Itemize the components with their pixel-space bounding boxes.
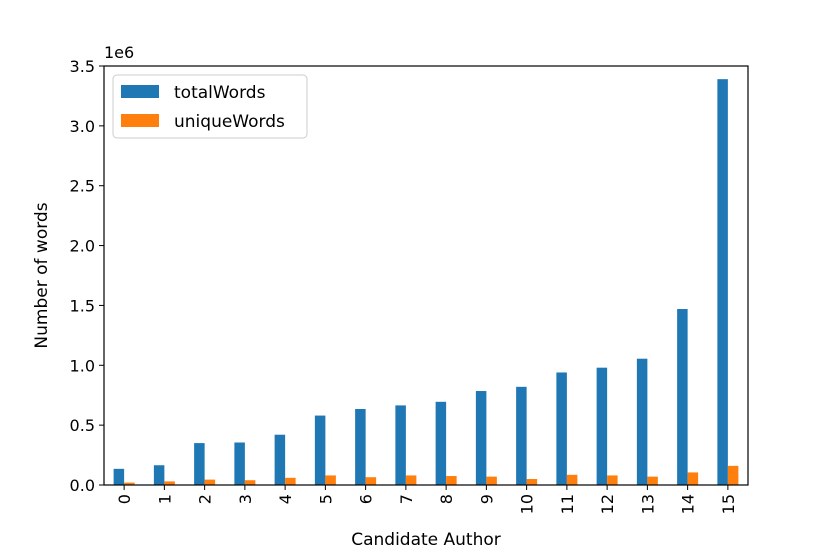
bar-totalwords-7 (395, 405, 406, 485)
bar-uniquewords-9 (486, 476, 497, 485)
bar-uniquewords-0 (124, 482, 135, 485)
bar-uniquewords-7 (405, 475, 417, 485)
x-tick-label-14: 14 (679, 494, 698, 514)
bar-totalwords-15 (717, 79, 728, 485)
bar-totalwords-0 (113, 468, 125, 485)
bar-uniquewords-13 (647, 476, 658, 485)
x-tick-label-10: 10 (518, 494, 537, 514)
x-tick-label-7: 7 (397, 494, 416, 504)
y-tick-label-0.0: 0.0 (70, 476, 95, 495)
bar-uniquewords-5 (325, 475, 336, 485)
y-tick-label-0.5: 0.5 (70, 416, 95, 435)
bar-uniquewords-2 (204, 479, 216, 485)
bar-totalwords-11 (556, 372, 567, 485)
legend-label-uniquewords: uniqueWords (174, 112, 285, 132)
x-tick-label-2: 2 (196, 494, 215, 504)
bar-uniquewords-8 (446, 476, 457, 485)
bar-uniquewords-11 (566, 474, 578, 485)
bar-totalwords-3 (234, 442, 245, 485)
x-tick-label-5: 5 (316, 494, 335, 504)
bar-totalwords-5 (314, 415, 326, 485)
y-tick-label-1.0: 1.0 (70, 356, 95, 375)
x-tick-label-3: 3 (236, 494, 255, 504)
legend-label-totalwords: totalWords (174, 83, 266, 103)
y-axis-label: Number of words (32, 202, 52, 348)
bar-totalwords-6 (355, 408, 366, 485)
x-tick-label-12: 12 (598, 494, 617, 514)
bar-uniquewords-3 (244, 480, 256, 485)
legend-box (112, 74, 308, 139)
bar-uniquewords-10 (526, 479, 538, 485)
bar-uniquewords-15 (727, 465, 739, 485)
x-tick-label-6: 6 (357, 494, 376, 504)
bar-totalwords-4 (274, 434, 286, 485)
x-tick-label-4: 4 (276, 494, 295, 504)
legend: totalWords uniqueWords (112, 74, 308, 139)
bar-uniquewords-4 (285, 477, 296, 485)
bar-totalwords-2 (194, 443, 205, 485)
y-tick-label-3.5: 3.5 (70, 57, 95, 76)
bar-totalwords-9 (475, 391, 487, 485)
bar-totalwords-14 (677, 309, 688, 485)
bar-totalwords-12 (596, 367, 608, 485)
legend-swatch-uniquewords (121, 114, 159, 127)
bar-uniquewords-6 (365, 477, 377, 485)
y-tick-label-3.0: 3.0 (70, 117, 95, 136)
y-axis: 0.0 0.5 1.0 1.5 2.0 2.5 3.0 3.5 (70, 57, 104, 495)
bar-uniquewords-12 (607, 475, 618, 485)
y-tick-label-2.5: 2.5 (70, 177, 95, 196)
bar-totalwords-8 (435, 401, 447, 485)
legend-swatch-totalwords (121, 85, 159, 98)
x-tick-label-0: 0 (115, 494, 134, 504)
x-tick-label-13: 13 (638, 494, 657, 514)
bar-uniquewords-1 (164, 481, 175, 485)
bar-totalwords-10 (516, 386, 527, 485)
x-tick-label-15: 15 (719, 494, 738, 514)
x-tick-label-9: 9 (477, 494, 496, 504)
x-tick-label-1: 1 (155, 494, 174, 504)
y-tick-label-2.0: 2.0 (70, 237, 95, 256)
x-tick-label-8: 8 (437, 494, 456, 504)
bar-uniquewords-14 (687, 472, 699, 485)
plot-frame (103, 65, 749, 486)
bar-totalwords-13 (636, 358, 648, 485)
y-offset-label: 1e6 (104, 43, 134, 62)
x-axis: 0 1 2 3 4 5 6 7 8 9 10 11 12 13 14 15 (115, 485, 738, 514)
x-tick-label-11: 11 (558, 494, 577, 514)
y-tick-label-1.5: 1.5 (70, 296, 95, 315)
bars-layer (113, 79, 739, 485)
x-axis-label: Candidate Author (351, 530, 501, 550)
bar-totalwords-1 (153, 465, 165, 485)
